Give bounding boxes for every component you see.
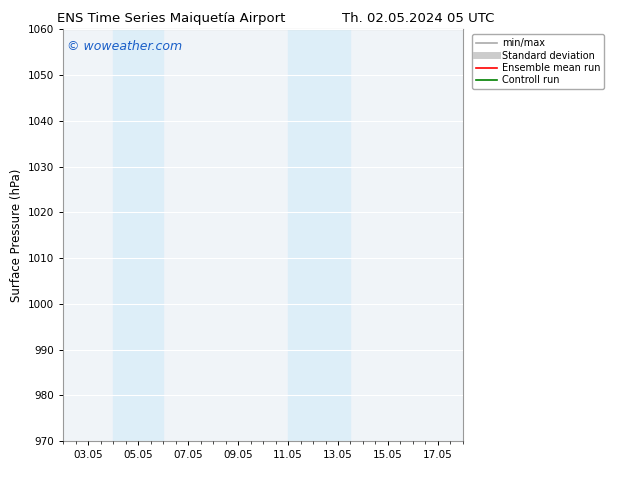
Bar	[288, 29, 351, 441]
Text: Th. 02.05.2024 05 UTC: Th. 02.05.2024 05 UTC	[342, 12, 495, 25]
Text: ENS Time Series Maiquetía Airport: ENS Time Series Maiquetía Airport	[57, 12, 285, 25]
Legend: min/max, Standard deviation, Ensemble mean run, Controll run: min/max, Standard deviation, Ensemble me…	[472, 34, 604, 89]
Text: © woweather.com: © woweather.com	[67, 40, 183, 53]
Bar	[113, 29, 164, 441]
Y-axis label: Surface Pressure (hPa): Surface Pressure (hPa)	[10, 169, 23, 302]
